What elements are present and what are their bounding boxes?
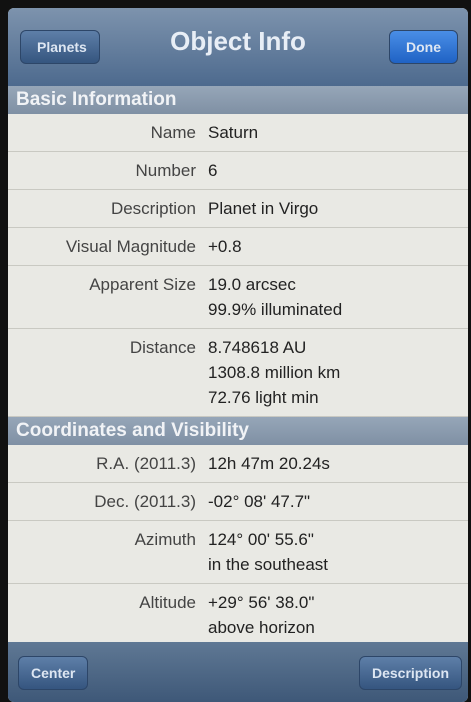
row-label: Description	[8, 196, 208, 221]
row-label: Number	[8, 158, 208, 183]
value-line: in the southeast	[208, 552, 468, 577]
value-line: 1308.8 million km	[208, 360, 468, 385]
row-label: Apparent Size	[8, 272, 208, 322]
page: Planets Object Info Done Basic Informati…	[0, 0, 471, 702]
row-label: Dec. (2011.3)	[8, 489, 208, 514]
value-line: Saturn	[208, 120, 468, 145]
row-value: -02° 08' 47.7"	[208, 489, 468, 514]
row-label: R.A. (2011.3)	[8, 451, 208, 476]
value-line: 6	[208, 158, 468, 183]
row-value: Planet in Virgo	[208, 196, 468, 221]
row-value: 6	[208, 158, 468, 183]
value-line: 12h 47m 20.24s	[208, 451, 468, 476]
value-line: -02° 08' 47.7"	[208, 489, 468, 514]
row-value: 124° 00' 55.6"in the southeast	[208, 527, 468, 577]
info-row: Dec. (2011.3)-02° 08' 47.7"	[8, 483, 468, 521]
value-line: 72.76 light min	[208, 385, 468, 410]
section-header: Coordinates and Visibility	[8, 417, 468, 445]
row-label: Visual Magnitude	[8, 234, 208, 259]
row-label: Name	[8, 120, 208, 145]
row-label: Distance	[8, 335, 208, 410]
row-value: +0.8	[208, 234, 468, 259]
row-value: Saturn	[208, 120, 468, 145]
nav-bar: Planets Object Info Done	[8, 8, 468, 86]
section-header: Basic Information	[8, 86, 468, 114]
value-line: +29° 56' 38.0"	[208, 590, 468, 615]
info-row: Altitude+29° 56' 38.0"above horizon	[8, 584, 468, 647]
description-button[interactable]: Description	[359, 656, 462, 690]
row-label: Azimuth	[8, 527, 208, 577]
info-row: R.A. (2011.3)12h 47m 20.24s	[8, 445, 468, 483]
value-line: Planet in Virgo	[208, 196, 468, 221]
toolbar: Center Description	[8, 642, 468, 702]
value-line: 99.9% illuminated	[208, 297, 468, 322]
value-line: 8.748618 AU	[208, 335, 468, 360]
value-line: +0.8	[208, 234, 468, 259]
center-button[interactable]: Center	[18, 656, 88, 690]
info-row: Visual Magnitude+0.8	[8, 228, 468, 266]
value-line: 124° 00' 55.6"	[208, 527, 468, 552]
value-line: above horizon	[208, 615, 468, 640]
row-value: +29° 56' 38.0"above horizon	[208, 590, 468, 640]
value-line: 19.0 arcsec	[208, 272, 468, 297]
row-label: Altitude	[8, 590, 208, 640]
row-value: 12h 47m 20.24s	[208, 451, 468, 476]
screen: Planets Object Info Done Basic Informati…	[8, 8, 468, 702]
done-button[interactable]: Done	[389, 30, 458, 64]
